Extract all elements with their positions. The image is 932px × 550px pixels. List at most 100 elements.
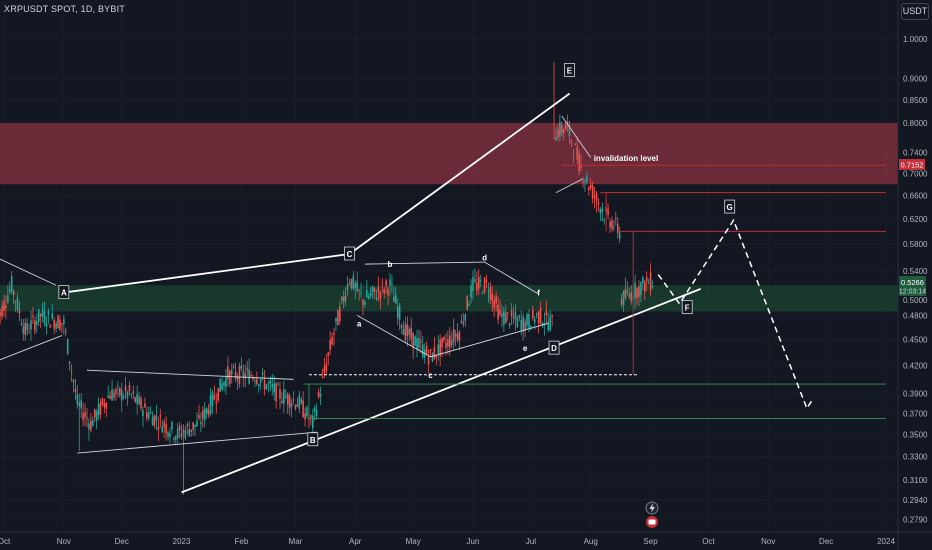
candle — [339, 301, 341, 325]
candle — [130, 392, 133, 399]
candle — [163, 418, 165, 438]
wave-label: c — [428, 371, 433, 380]
candle — [155, 405, 158, 431]
currency-button[interactable]: USDT — [901, 3, 929, 20]
candle — [510, 303, 513, 325]
candle — [55, 320, 57, 333]
wave-label: E — [564, 62, 575, 77]
candle — [244, 364, 247, 388]
candle — [474, 268, 476, 285]
candle — [120, 382, 123, 412]
candle — [560, 121, 563, 137]
candle — [530, 325, 532, 330]
candle — [398, 302, 401, 331]
candle — [315, 403, 318, 420]
candle — [429, 348, 432, 357]
candle — [377, 276, 380, 302]
candle — [91, 416, 94, 427]
candle — [53, 316, 55, 335]
lightning-icon[interactable] — [645, 501, 659, 515]
time-tick-label: Sep — [643, 537, 658, 546]
candle — [408, 326, 411, 342]
candle — [570, 139, 573, 148]
candle — [132, 385, 135, 400]
candle — [555, 126, 557, 141]
price-tick-label: 0.7000 — [903, 169, 928, 178]
candle — [256, 371, 258, 386]
candle — [153, 414, 156, 429]
candle — [387, 286, 389, 306]
candle — [310, 414, 312, 426]
candle — [609, 218, 611, 233]
candle — [161, 419, 164, 434]
candle — [439, 334, 441, 367]
candle — [466, 295, 468, 311]
candle — [157, 417, 160, 442]
candle — [211, 389, 214, 415]
candle — [144, 397, 146, 408]
candle — [367, 293, 370, 301]
candle — [624, 277, 627, 301]
candle — [584, 178, 586, 192]
svg-text:a: a — [357, 319, 362, 328]
candle — [404, 316, 407, 343]
candle — [37, 308, 40, 326]
candle — [362, 298, 364, 316]
time-tick-label: Oct — [0, 537, 11, 546]
price-tick-label: 1.0000 — [903, 35, 928, 44]
candle — [147, 406, 150, 421]
candle — [638, 280, 640, 307]
candle — [78, 393, 81, 451]
wave-label: A — [58, 285, 70, 299]
candle — [169, 427, 171, 444]
candle — [176, 423, 179, 444]
candle — [501, 304, 503, 328]
candle — [643, 280, 646, 300]
candle — [200, 412, 202, 433]
candle — [250, 371, 252, 378]
candle — [5, 295, 7, 320]
candle — [356, 271, 358, 293]
candle — [572, 148, 575, 164]
candle — [651, 280, 654, 289]
invalidation-price-tag: 0.7152 — [899, 159, 925, 170]
candle — [111, 379, 113, 402]
candle — [279, 381, 281, 410]
candle — [230, 363, 233, 384]
candle — [551, 314, 553, 327]
candle — [51, 303, 54, 321]
candle — [435, 355, 438, 366]
candle — [304, 407, 306, 427]
price-tick-label: 0.3500 — [903, 430, 928, 439]
candle — [412, 332, 414, 359]
candle — [394, 287, 397, 305]
candle — [59, 315, 61, 332]
candle — [28, 323, 30, 334]
candle — [329, 331, 331, 355]
event-icon[interactable] — [646, 516, 658, 528]
candle — [88, 418, 90, 441]
candle — [257, 383, 260, 393]
candle — [495, 291, 497, 312]
candle — [506, 311, 509, 321]
candle — [472, 270, 474, 300]
wave-label: F — [681, 300, 693, 315]
candle — [14, 300, 17, 312]
invalidation-price-text: 0.7152 — [901, 161, 924, 170]
candle — [12, 289, 15, 304]
candle — [34, 316, 36, 335]
candle — [188, 420, 191, 437]
candle — [275, 382, 277, 409]
trendline — [348, 92, 571, 255]
svg-text:c: c — [428, 371, 433, 380]
candle — [22, 318, 25, 341]
candle — [196, 412, 198, 427]
candle — [68, 361, 71, 371]
candle — [580, 154, 582, 171]
candle — [342, 290, 345, 309]
candle — [645, 271, 648, 291]
candle — [284, 388, 287, 399]
candle — [246, 360, 248, 377]
candle — [491, 285, 494, 312]
